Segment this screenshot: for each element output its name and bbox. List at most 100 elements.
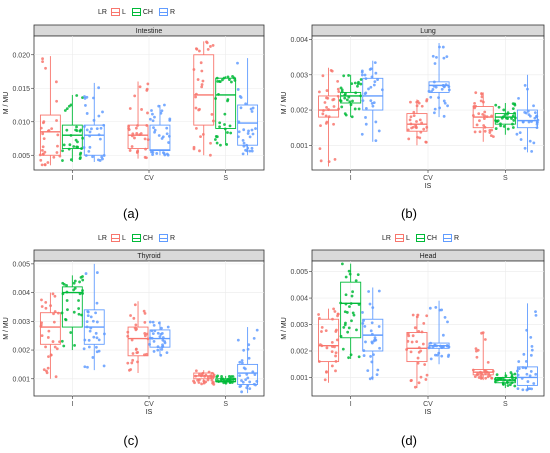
box-body <box>39 114 61 156</box>
data-point <box>80 313 83 317</box>
data-point <box>416 135 419 139</box>
data-point <box>133 94 137 98</box>
data-point <box>142 309 146 313</box>
data-point <box>55 347 59 351</box>
data-point <box>505 380 509 384</box>
data-point <box>254 127 257 130</box>
data-point <box>244 378 248 382</box>
data-point <box>92 335 96 339</box>
data-point <box>199 61 203 65</box>
data-point <box>376 368 380 372</box>
data-point <box>349 353 353 357</box>
data-point <box>148 342 151 346</box>
data-point <box>317 313 320 316</box>
data-point <box>517 360 521 363</box>
data-point <box>152 126 155 130</box>
box-body <box>318 318 340 363</box>
data-point <box>43 150 47 154</box>
data-point <box>151 119 155 123</box>
data-point <box>420 121 424 125</box>
box-S-L <box>192 40 215 157</box>
data-point <box>429 357 433 361</box>
data-point <box>364 116 367 119</box>
data-point <box>534 310 537 314</box>
data-point <box>194 95 198 99</box>
data-point <box>230 375 233 378</box>
data-point <box>327 115 331 119</box>
data-point <box>163 341 167 345</box>
data-point <box>352 313 356 317</box>
box-I-R <box>361 287 384 381</box>
data-point <box>320 326 324 329</box>
data-point <box>445 344 449 348</box>
data-point <box>80 147 83 150</box>
data-point <box>143 311 147 315</box>
legend-item-l-2: L <box>110 234 126 242</box>
data-point <box>163 153 167 157</box>
data-point <box>380 88 384 92</box>
data-point <box>81 136 85 140</box>
x-tick-label: I <box>71 175 73 182</box>
data-point <box>210 378 214 382</box>
data-point <box>525 388 529 392</box>
data-point <box>143 320 147 324</box>
data-point <box>420 104 424 108</box>
data-point <box>357 80 360 84</box>
data-point <box>416 361 420 365</box>
data-point <box>246 347 250 351</box>
data-point <box>477 112 481 116</box>
data-point <box>215 141 219 145</box>
data-point <box>251 370 255 374</box>
data-point <box>79 128 83 132</box>
data-point <box>347 356 350 360</box>
data-point <box>199 135 202 138</box>
data-point <box>201 133 205 136</box>
data-point <box>482 117 486 120</box>
data-point <box>425 98 429 101</box>
data-point <box>159 111 163 115</box>
data-point <box>50 127 54 131</box>
data-point <box>330 350 334 354</box>
data-point <box>534 372 538 376</box>
data-point <box>203 374 207 378</box>
data-point <box>377 129 381 133</box>
data-point <box>215 379 219 382</box>
data-point <box>319 124 322 128</box>
data-point <box>62 344 66 348</box>
data-point <box>61 159 64 162</box>
box-body <box>340 281 362 339</box>
data-point <box>167 141 170 144</box>
box-body <box>61 286 83 328</box>
data-point <box>143 137 147 141</box>
data-point <box>239 106 243 110</box>
data-point <box>322 109 325 112</box>
data-point <box>247 343 251 347</box>
x-axis-label: IS <box>146 409 153 416</box>
data-point <box>73 286 77 290</box>
data-point <box>54 375 58 379</box>
data-point <box>63 109 67 112</box>
data-point <box>194 92 198 96</box>
data-point <box>253 373 257 377</box>
data-point <box>82 146 86 149</box>
data-point <box>519 138 523 141</box>
data-point <box>474 104 477 108</box>
data-point <box>339 99 343 103</box>
data-point <box>136 360 139 364</box>
data-point <box>503 378 506 382</box>
data-point <box>348 272 352 276</box>
data-point <box>145 87 149 91</box>
data-point <box>435 353 439 357</box>
data-point <box>157 104 161 108</box>
data-point <box>101 110 104 114</box>
data-point <box>535 121 539 124</box>
data-point <box>159 353 163 357</box>
data-point <box>336 94 340 98</box>
data-point <box>153 128 157 132</box>
data-point <box>410 340 414 344</box>
data-point <box>317 90 321 94</box>
data-point <box>194 369 198 373</box>
data-point <box>46 366 50 370</box>
data-point <box>55 119 58 122</box>
data-point <box>360 132 364 136</box>
